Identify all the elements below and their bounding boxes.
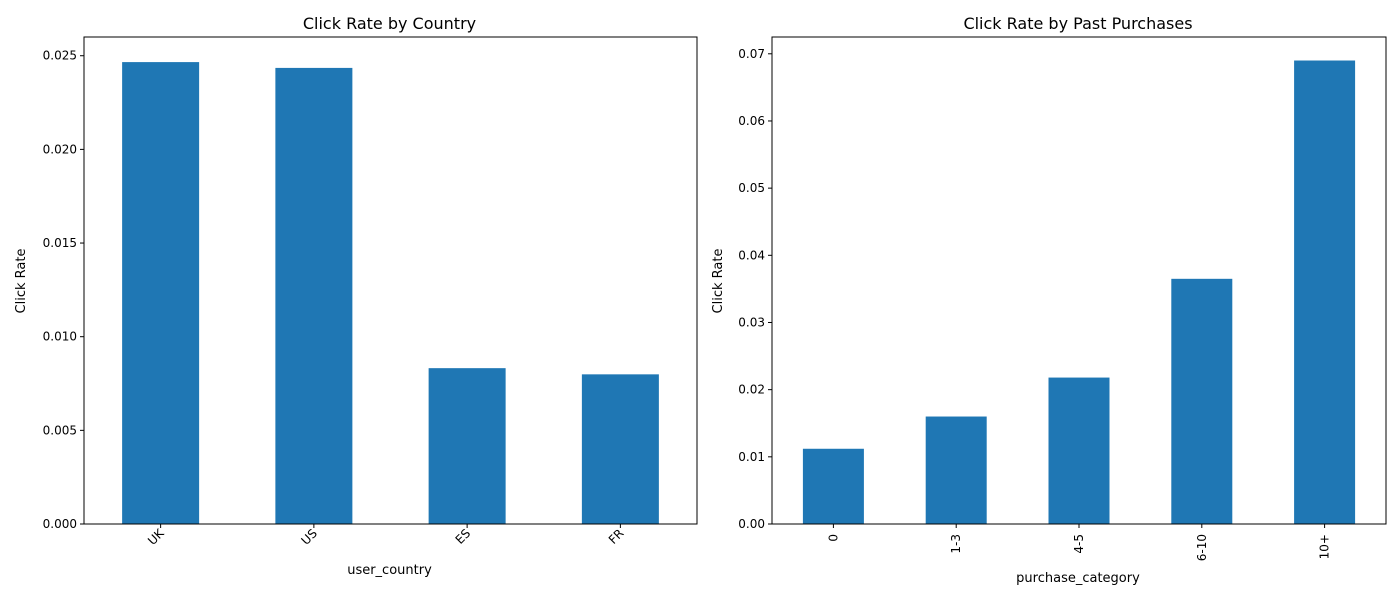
y-tick-label: 0.02 (738, 383, 765, 397)
x-axis-label: user_country (347, 563, 432, 578)
y-tick-label: 0.05 (738, 181, 765, 195)
bar-4-5 (1048, 377, 1110, 524)
y-axis-label: Click Rate (711, 249, 726, 314)
y-tick-label: 0.015 (43, 236, 77, 250)
axes-frame (83, 36, 698, 525)
bar-es (428, 368, 506, 524)
x-tick-label: 1-3 (949, 534, 963, 554)
x-tick-label: 4-5 (1072, 534, 1086, 554)
plot-area: 0.00 0.01 0.02 0.03 0.04 0.05 0.06 0.07 0 1-3 4-5 6… (738, 36, 1387, 561)
x-tick-label: 6-10 (1195, 534, 1209, 561)
chart-click-rate-by-past-purchases: Click Rate by Past Purchases purchase_ca… (711, 14, 1387, 586)
y-tick-label: 0.020 (43, 142, 77, 156)
x-axis-label: purchase_category (1016, 571, 1140, 586)
y-tick-label: 0.025 (43, 49, 77, 63)
y-tick-label: 0.06 (738, 114, 765, 128)
x-tick-label: 0 (826, 534, 840, 542)
bar-10-plus (1294, 60, 1356, 524)
y-tick-label: 0.000 (43, 517, 77, 531)
y-axis-label: Click Rate (14, 249, 29, 314)
bar-fr (581, 374, 659, 524)
chart-click-rate-by-country: Click Rate by Country user_country Click… (14, 14, 698, 578)
chart-title: Click Rate by Past Purchases (963, 14, 1192, 33)
x-tick-label: 10+ (1318, 534, 1332, 559)
bar-1-3 (925, 416, 987, 524)
bar-6-10 (1171, 278, 1233, 524)
y-tick-label: 0.005 (43, 423, 77, 437)
axes-frame (771, 36, 1387, 525)
y-tick-label: 0.03 (738, 315, 765, 329)
y-tick-label: 0.01 (738, 450, 765, 464)
bar-0 (802, 448, 864, 524)
bar-us (275, 67, 353, 525)
y-tick-label: 0.010 (43, 330, 77, 344)
y-tick-label: 0.07 (738, 47, 765, 61)
y-tick-label: 0.00 (738, 517, 765, 531)
y-tick-label: 0.04 (738, 248, 765, 262)
chart-title: Click Rate by Country (303, 14, 476, 33)
bar-uk (122, 62, 200, 524)
